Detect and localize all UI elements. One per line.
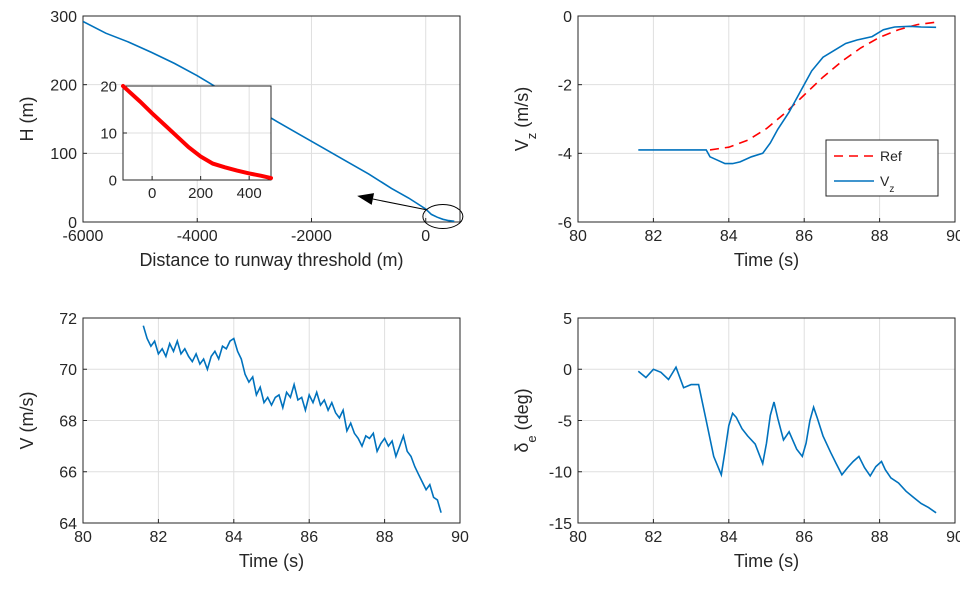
y-tick-label: 70 bbox=[59, 362, 77, 379]
x-tick-label: 88 bbox=[376, 529, 394, 546]
x-tick-label: 0 bbox=[421, 228, 430, 245]
chart-elevator: 80 82 84 86 88 90 -15 -10 -5 0 5 Time (s) δe (deg) bbox=[512, 311, 960, 571]
y-axis-label: δe (deg) bbox=[512, 388, 539, 452]
y-tick-label: 300 bbox=[50, 9, 77, 26]
y-tick-label: 200 bbox=[50, 77, 77, 94]
inset-chart: 0 200 400 0 10 20 bbox=[100, 78, 273, 202]
y-tick-label: 0 bbox=[563, 9, 572, 26]
y-tick-label: 0 bbox=[563, 362, 572, 379]
y-tick-label: 10 bbox=[100, 125, 117, 142]
x-tick-label: 90 bbox=[946, 529, 960, 546]
x-axis-label: Time (s) bbox=[734, 250, 799, 270]
axes-box bbox=[577, 15, 956, 223]
x-tick-label: -6000 bbox=[63, 228, 104, 245]
y-tick-label: -6 bbox=[558, 215, 572, 232]
series-line-0 bbox=[637, 365, 937, 514]
y-tick-label: 100 bbox=[50, 146, 77, 163]
x-tick-label: 86 bbox=[795, 529, 813, 546]
series-line-vz bbox=[638, 25, 937, 165]
series-line-0 bbox=[142, 325, 442, 513]
x-tick-label: 200 bbox=[188, 185, 213, 202]
y-tick-label: 5 bbox=[563, 311, 572, 328]
x-tick-label: 82 bbox=[645, 228, 663, 245]
series-line-ref bbox=[709, 21, 937, 151]
x-tick-label: 90 bbox=[451, 529, 469, 546]
y-tick-label: -2 bbox=[558, 77, 572, 94]
legend-label: Ref bbox=[880, 148, 902, 164]
x-tick-label: 82 bbox=[150, 529, 168, 546]
y-axis-label: H (m) bbox=[17, 97, 37, 142]
x-tick-label: 86 bbox=[300, 529, 318, 546]
x-tick-label: 0 bbox=[148, 185, 156, 202]
x-tick-label: 90 bbox=[946, 228, 960, 245]
y-tick-label: -5 bbox=[558, 413, 572, 430]
x-tick-label: 82 bbox=[645, 529, 663, 546]
x-axis-label: Distance to runway threshold (m) bbox=[139, 250, 403, 270]
x-axis-label: Time (s) bbox=[239, 551, 304, 571]
x-tick-label: -2000 bbox=[291, 228, 332, 245]
zoom-arrow-line bbox=[372, 198, 426, 211]
axes-box bbox=[82, 15, 461, 223]
x-tick-label: 80 bbox=[569, 228, 587, 245]
y-tick-label: 68 bbox=[59, 413, 77, 430]
y-axis-label: Vz (m/s) bbox=[512, 87, 539, 151]
x-tick-label: 80 bbox=[74, 529, 92, 546]
x-tick-label: 84 bbox=[720, 529, 738, 546]
x-tick-label: 88 bbox=[871, 228, 889, 245]
x-axis-label: Time (s) bbox=[734, 551, 799, 571]
y-tick-label: 72 bbox=[59, 311, 77, 328]
x-tick-label: -4000 bbox=[177, 228, 218, 245]
x-tick-label: 80 bbox=[569, 529, 587, 546]
legend-box bbox=[825, 139, 939, 197]
y-tick-label: 66 bbox=[59, 465, 77, 482]
series-line-0 bbox=[83, 20, 455, 222]
chart-airspeed: 80 82 84 86 88 90 64 66 68 70 72 Time (s) V (m/s) bbox=[17, 311, 469, 571]
y-tick-label: -15 bbox=[549, 516, 572, 533]
x-tick-label: 400 bbox=[237, 185, 262, 202]
x-tick-label: 88 bbox=[871, 529, 889, 546]
y-tick-label: 0 bbox=[109, 172, 117, 189]
x-tick-label: 84 bbox=[225, 529, 243, 546]
x-tick-label: 84 bbox=[720, 228, 738, 245]
y-tick-label: 20 bbox=[100, 78, 117, 95]
y-axis-label: V (m/s) bbox=[17, 392, 37, 450]
y-tick-label: 64 bbox=[59, 516, 77, 533]
x-tick-label: 86 bbox=[795, 228, 813, 245]
zoom-ellipse bbox=[422, 204, 464, 230]
zoom-arrow-head bbox=[357, 193, 375, 205]
y-tick-label: -10 bbox=[549, 465, 572, 482]
inset-series-line bbox=[121, 84, 273, 181]
y-tick-label: -4 bbox=[558, 146, 572, 163]
y-tick-label: 0 bbox=[68, 215, 77, 232]
